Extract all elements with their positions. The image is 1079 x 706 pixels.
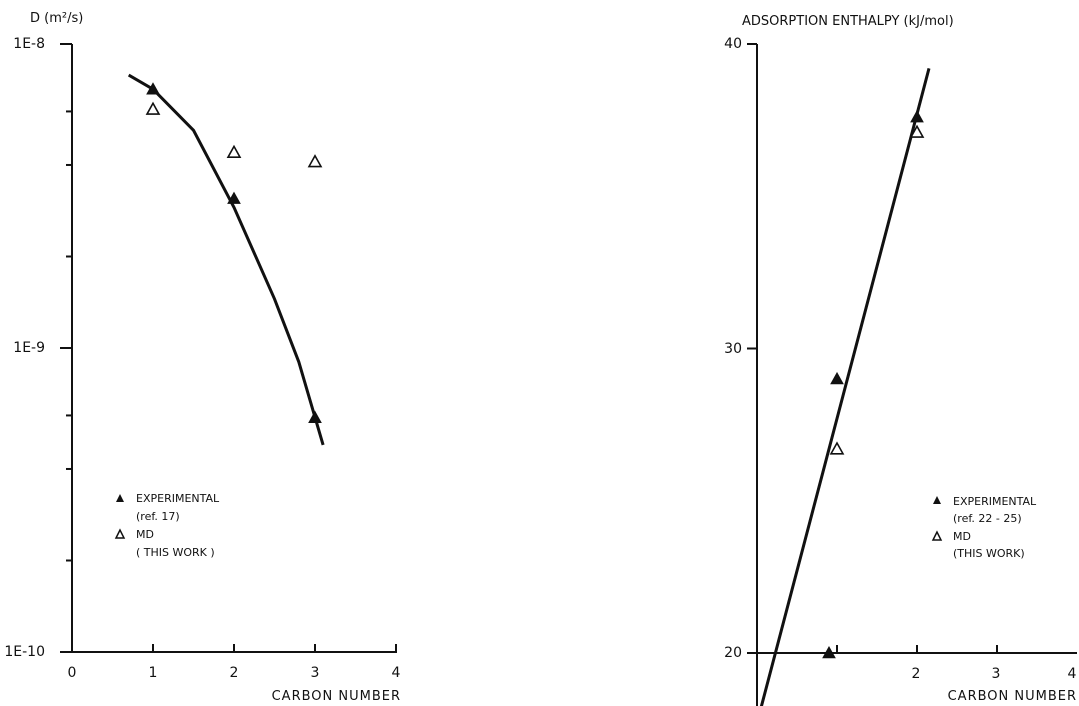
left-ytick-label: 1E-10 — [4, 644, 45, 660]
right-legend: EXPERIMENTAL (ref. 22 - 25) MD (THIS WOR… — [931, 495, 1037, 560]
left-ytick-label: 1E-8 — [13, 36, 45, 52]
right-point-experimental — [910, 110, 924, 123]
right-fit-line — [759, 68, 931, 706]
left-point-md — [226, 144, 242, 158]
right-ytick-label: 40 — [724, 36, 742, 52]
legend-marker-experimental — [933, 496, 941, 504]
right-point-md — [909, 124, 925, 138]
right-xtick-label: 3 — [992, 666, 1001, 682]
left-ytick-label: 1E-9 — [13, 340, 45, 356]
right-ytick-label: 30 — [724, 341, 742, 357]
left-legend: EXPERIMENTAL (ref. 17) MD ( THIS WORK ) — [114, 492, 220, 559]
right-x-axis-label: CARBON NUMBER — [948, 689, 1077, 704]
right-xtick-label: 2 — [912, 666, 921, 682]
legend-label: MD — [953, 530, 971, 543]
left-x-axis-label: CARBON NUMBER — [272, 689, 401, 704]
legend-marker-md — [114, 528, 126, 539]
right-y-axis-label: ADSORPTION ENTHALPY (kJ/mol) — [742, 14, 954, 29]
legend-marker-experimental — [116, 494, 124, 502]
right-point-experimental — [822, 645, 836, 659]
legend-label: (ref. 17) — [136, 510, 180, 523]
left-point-experimental — [308, 410, 322, 423]
left-chart: 1E-8 1E-9 1E-10 0 1 2 3 4 D (m²/s) CARBO… — [4, 11, 401, 704]
legend-label: EXPERIMENTAL — [953, 495, 1037, 508]
left-xtick-label: 4 — [392, 665, 401, 681]
left-xtick-label: 3 — [311, 665, 320, 681]
left-fit-curve — [127, 73, 325, 446]
left-xtick-label: 0 — [68, 665, 77, 681]
right-point-md — [829, 441, 845, 455]
right-xtick-label: 4 — [1068, 666, 1077, 682]
legend-label: MD — [136, 528, 154, 541]
legend-label: (THIS WORK) — [953, 547, 1025, 560]
right-point-experimental — [830, 371, 844, 385]
left-axes — [71, 44, 397, 653]
left-point-md — [145, 101, 161, 115]
right-chart: 40 30 20 2 3 4 ADSORPTION ENTHALPY (kJ/m… — [724, 14, 1077, 706]
right-ytick-label: 20 — [724, 645, 742, 661]
left-point-experimental — [227, 191, 241, 204]
left-xtick-label: 2 — [230, 665, 239, 681]
left-y-axis-label: D (m²/s) — [30, 11, 83, 26]
legend-label: ( THIS WORK ) — [136, 546, 215, 559]
left-point-experimental — [146, 82, 160, 95]
left-xtick-label: 1 — [149, 665, 158, 681]
legend-label: EXPERIMENTAL — [136, 492, 220, 505]
left-point-md — [307, 154, 323, 168]
legend-marker-md — [931, 530, 943, 541]
legend-label: (ref. 22 - 25) — [953, 512, 1022, 525]
